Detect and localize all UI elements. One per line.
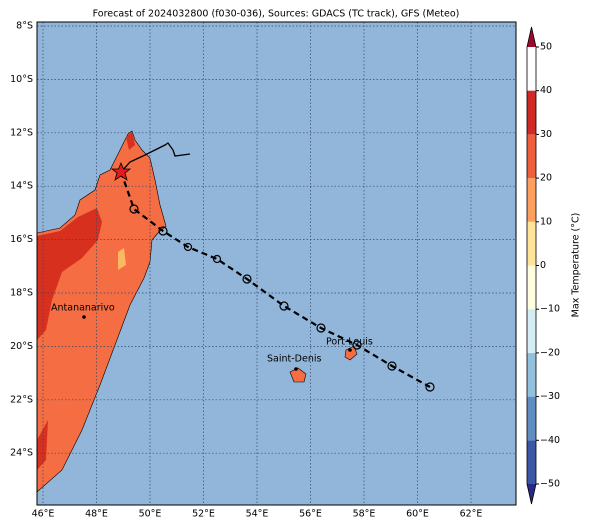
city-label: Port-Louis xyxy=(326,337,373,348)
lon-label: 52°E xyxy=(192,509,215,520)
lat-label: 16°S xyxy=(10,234,33,245)
colorbar-tick-label: 10 xyxy=(540,216,552,227)
city-label: Saint-Denis xyxy=(267,354,321,365)
colorbar-tick-label: −30 xyxy=(540,391,560,402)
lat-label: 22°S xyxy=(10,394,33,405)
lat-label: 10°S xyxy=(10,74,33,85)
colorbar-band xyxy=(527,309,536,353)
lon-label: 54°E xyxy=(246,509,269,520)
lat-label: 24°S xyxy=(10,448,33,459)
city-dot xyxy=(82,315,86,319)
city-dot xyxy=(348,348,352,352)
land xyxy=(36,130,358,493)
city-dot xyxy=(294,367,298,371)
map-frame xyxy=(36,21,517,506)
title: Forecast of 2024032800 (f030-036), Sourc… xyxy=(93,9,460,20)
lat-label: 14°S xyxy=(10,181,33,192)
colorbar-band xyxy=(527,134,536,179)
colorbar-band xyxy=(527,352,536,397)
colorbar-band xyxy=(527,221,536,266)
colorbar-label: Max Temperature (°C) xyxy=(571,213,582,318)
colorbar-tick-label: 50 xyxy=(540,42,552,53)
colorbar-band xyxy=(527,90,536,135)
lon-label: 58°E xyxy=(353,509,376,520)
lon-label: 60°E xyxy=(406,509,429,520)
lon-label: 46°E xyxy=(32,509,55,520)
colorbar-tick-label: 40 xyxy=(540,85,552,96)
colorbar-tick-label: −50 xyxy=(540,479,560,490)
lon-label: 48°E xyxy=(85,509,108,520)
lat-label: 20°S xyxy=(10,341,33,352)
lat-label: 8°S xyxy=(16,21,33,32)
lon-label: 62°E xyxy=(460,509,483,520)
colorbar-tick-label: −40 xyxy=(540,435,560,446)
colorbar-band xyxy=(527,265,536,310)
colorbar-extend xyxy=(527,484,536,504)
colorbar-tick-label: 30 xyxy=(540,129,552,140)
lat-label: 12°S xyxy=(10,127,33,138)
lat-label: 18°S xyxy=(10,288,33,299)
city-label: Antananarivo xyxy=(51,303,115,314)
colorbar-band xyxy=(527,178,536,222)
colorbar-tick-label: 20 xyxy=(540,173,552,184)
colorbar-extend xyxy=(527,27,536,47)
lon-label: 56°E xyxy=(299,509,322,520)
colorbar-band xyxy=(527,396,536,441)
colorbar-band xyxy=(527,440,536,484)
storm-track xyxy=(110,142,435,392)
lon-label: 50°E xyxy=(139,509,162,520)
colorbar-tick-label: −20 xyxy=(540,347,560,358)
colorbar-tick-label: −10 xyxy=(540,304,560,315)
colorbar-tick-label: 0 xyxy=(540,260,546,271)
